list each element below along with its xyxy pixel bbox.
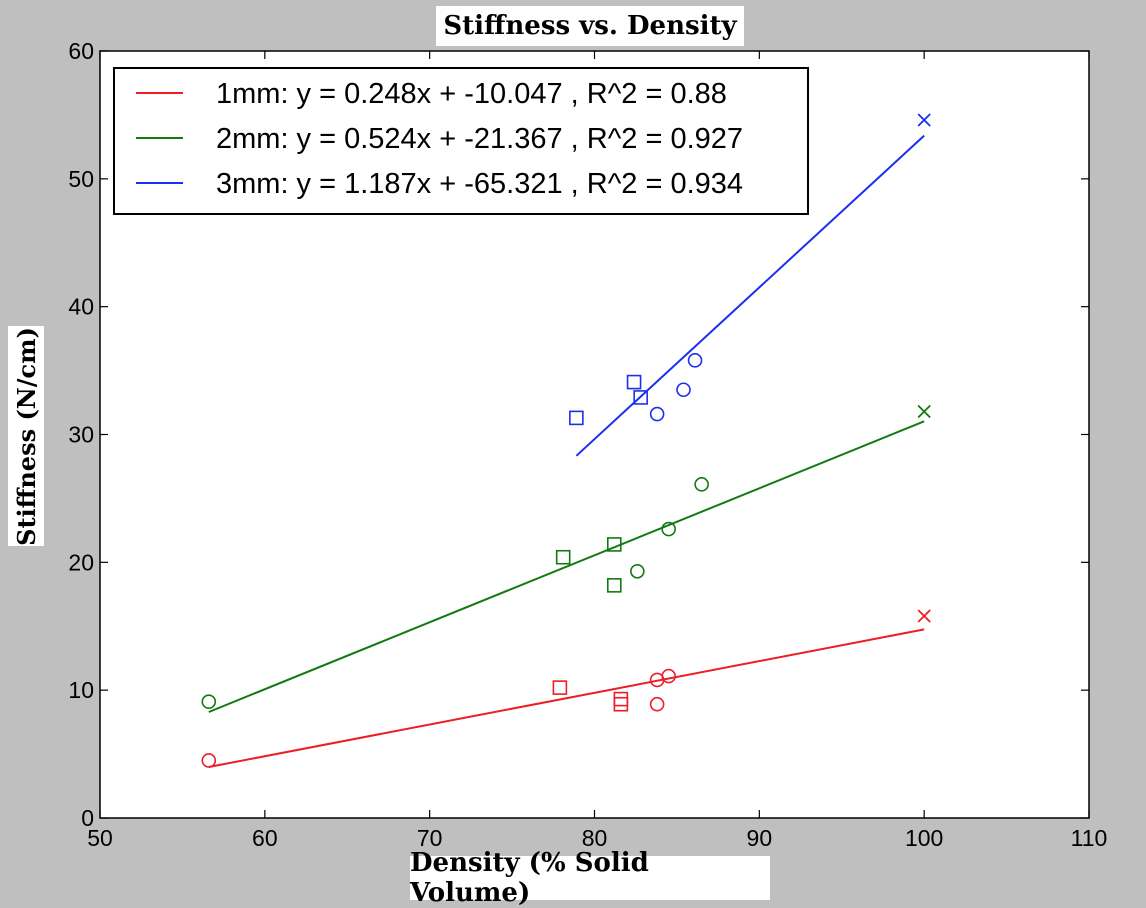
y-tick-label: 20 bbox=[68, 549, 94, 575]
y-tick-label: 40 bbox=[68, 294, 94, 320]
circle-point bbox=[630, 563, 645, 579]
cross-point bbox=[917, 113, 931, 127]
y-axis-label: Stiffness (N/cm) bbox=[8, 326, 44, 546]
x-tick-label: 90 bbox=[747, 825, 773, 851]
square-point bbox=[555, 549, 571, 565]
axis-ticks: 50 60 70 80 90 100 110 0 10 20 30 40 50 60 bbox=[68, 38, 1107, 851]
square-point bbox=[633, 390, 648, 405]
x-tick-label: 70 bbox=[417, 825, 443, 851]
chart-title-text: Stiffness vs. Density bbox=[443, 11, 737, 41]
cross-point bbox=[917, 404, 931, 419]
circle-point bbox=[201, 753, 217, 768]
y-tick-label: 50 bbox=[68, 166, 94, 192]
square-point bbox=[606, 537, 622, 552]
x-axis-label-text: Density (% Solid Volume) bbox=[410, 848, 649, 908]
square-point bbox=[606, 578, 622, 593]
x-tick-label: 60 bbox=[252, 825, 278, 851]
x-tick-label: 100 bbox=[905, 825, 943, 851]
y-tick-label: 30 bbox=[68, 422, 94, 448]
y-axis-label-text: Stiffness (N/cm) bbox=[11, 326, 41, 546]
x-axis-label: Density (% Solid Volume) bbox=[410, 848, 770, 908]
legend-box bbox=[113, 67, 809, 215]
y-tick-label: 0 bbox=[81, 805, 94, 831]
circle-point bbox=[649, 696, 665, 712]
fit-line-0 bbox=[208, 628, 925, 768]
y-tick-label: 10 bbox=[68, 677, 94, 703]
legend: 1mm: y = 0.248x + -10.047 , R^2 = 0.88 2m… bbox=[113, 67, 809, 215]
circle-point bbox=[661, 668, 676, 684]
circle-point bbox=[687, 353, 703, 368]
circle-point bbox=[694, 477, 709, 492]
legend-entry-label: 3mm: y = 1.187x + -65.321 , R^2 = 0.934 bbox=[216, 168, 743, 200]
square-point bbox=[613, 696, 629, 712]
circle-point bbox=[676, 382, 691, 398]
square-point bbox=[626, 374, 642, 390]
legend-entry-label: 2mm: y = 0.524x + -21.367 , R^2 = 0.927 bbox=[216, 123, 743, 155]
square-point bbox=[552, 680, 568, 695]
x-tick-label: 50 bbox=[87, 825, 113, 851]
x-tick-label: 110 bbox=[1071, 825, 1108, 851]
circle-point bbox=[661, 521, 676, 537]
y-tick-label: 60 bbox=[68, 38, 94, 64]
circle-point bbox=[649, 406, 665, 422]
legend-entry-label: 1mm: y = 0.248x + -10.047 , R^2 = 0.88 bbox=[216, 78, 727, 110]
square-point bbox=[569, 410, 584, 426]
fit-line-1 bbox=[208, 420, 925, 713]
cross-point bbox=[917, 609, 931, 623]
data-points bbox=[201, 113, 931, 768]
chart-title: Stiffness vs. Density bbox=[436, 6, 744, 46]
circle-point bbox=[201, 694, 217, 709]
x-tick-label: 80 bbox=[582, 825, 608, 851]
